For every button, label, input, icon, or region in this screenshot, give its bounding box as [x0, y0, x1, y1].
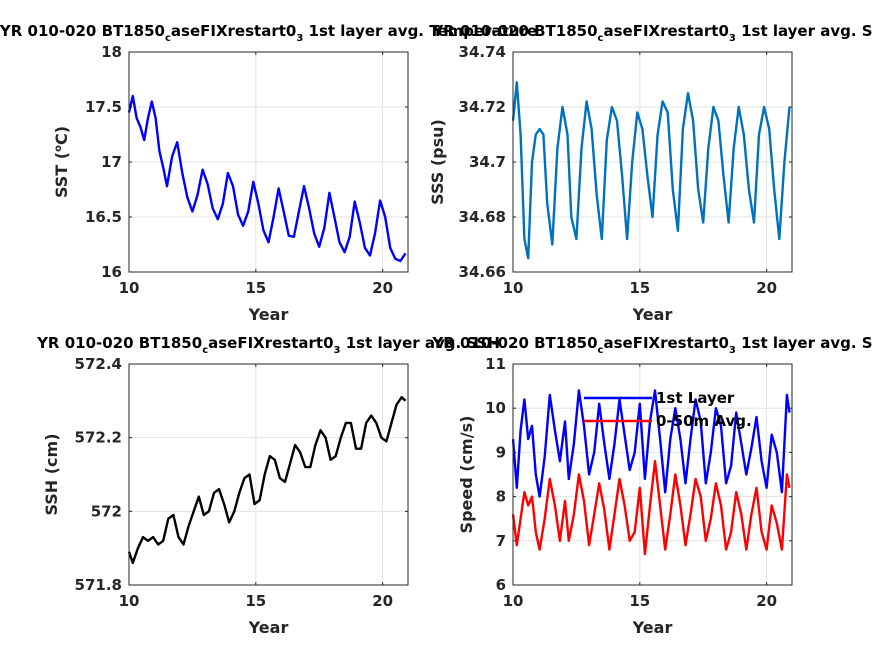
y-tick-label: 572.4: [75, 355, 122, 373]
x-axis-label: Year: [632, 305, 673, 324]
title-subscript: c: [165, 33, 171, 44]
title-subscript: 3: [296, 33, 303, 44]
legend-label: 1st Layer: [656, 389, 735, 407]
y-tick-label: 18: [101, 43, 122, 61]
x-tick-label: 20: [372, 592, 393, 610]
series-line-1: [127, 94, 407, 263]
x-tick-label: 10: [503, 279, 524, 297]
series-line-1: [511, 81, 791, 260]
x-tick-label: 15: [245, 592, 266, 610]
y-tick-label: 572.2: [75, 429, 122, 447]
y-tick-label: 572: [91, 502, 122, 520]
y-tick-label: 6: [496, 576, 506, 594]
chart-title: YR 010-020 BT1850caseFIXrestart03 1st la…: [431, 334, 872, 356]
title-part: YR 010-020 BT1850: [431, 334, 597, 352]
y-tick-label: 11: [485, 355, 506, 373]
x-tick-label: 10: [119, 279, 140, 297]
chart-panel-4: 10 15 20 6 7 8 9 10 11 Year Speed (cm/s) YR 010-020…: [431, 334, 872, 637]
axes-box: [512, 363, 793, 586]
x-tick-label: 10: [119, 592, 140, 610]
x-tick-label: 15: [629, 279, 650, 297]
chart-panel-3: 10 15 20 571.8 572 572.2 572.4 Year SSH (cm) YR 0…: [36, 334, 500, 637]
x-tick-label: 10: [503, 592, 524, 610]
title-part: YR 010-020 BT1850: [0, 22, 165, 40]
y-axis-label: SSS (psu): [428, 119, 447, 205]
y-tick-label: 34.74: [459, 43, 506, 61]
y-axis-label: SST (oC): [52, 126, 71, 198]
title-subscript: c: [598, 345, 604, 356]
y-label-part: SST (: [52, 152, 71, 198]
title-part: 1st layer avg. S: [736, 22, 873, 40]
y-tick-label: 34.66: [459, 263, 506, 281]
title-part: aseFIXrestart0: [603, 22, 728, 40]
chart-panel-1: 10 15 20 16 16.5 17 17.5 18 Year SST (oC) YR 010-0…: [0, 22, 537, 324]
series-line-1: [127, 396, 407, 565]
x-tick-label: 15: [629, 592, 650, 610]
title-subscript: c: [202, 345, 208, 356]
y-tick-label: 34.72: [459, 98, 506, 116]
legend: 1st Layer 0-50m Avg.: [584, 389, 752, 430]
axes-box: [512, 51, 793, 273]
y-axis-label: SSH (cm): [42, 433, 61, 515]
chart-title: YR 010-020 BT1850caseFIXrestart03 1st la…: [36, 334, 500, 356]
y-label-superscript: o: [53, 145, 64, 152]
series-line-1st-layer: [511, 389, 791, 498]
title-part: 1st layer avg. S: [736, 334, 873, 352]
title-subscript: 3: [334, 345, 341, 356]
chart-panel-2: 10 15 20 34.66 34.68 34.7 34.72 34.74 Year SSS (p…: [428, 22, 873, 324]
y-tick-label: 9: [496, 443, 506, 461]
x-tick-label: 20: [372, 279, 393, 297]
y-tick-label: 10: [485, 399, 506, 417]
y-axis-label: Speed (cm/s): [457, 416, 476, 534]
y-tick-label: 34.68: [459, 208, 506, 226]
x-tick-label: 15: [245, 279, 266, 297]
y-tick-label: 16: [101, 263, 122, 281]
y-tick-label: 571.8: [75, 576, 122, 594]
x-axis-label: Year: [632, 618, 673, 637]
title-part: YR 010-020 BT1850: [36, 334, 202, 352]
title-subscript: 3: [729, 33, 736, 44]
title-part: aseFIXrestart0: [208, 334, 333, 352]
title-part: aseFIXrestart0: [171, 22, 296, 40]
chart-title: YR 010-020 BT1850caseFIXrestart03 1st la…: [431, 22, 872, 44]
y-tick-label: 17.5: [85, 98, 122, 116]
title-part: 1st layer avg. Temperature: [303, 22, 537, 40]
title-part: aseFIXrestart0: [603, 334, 728, 352]
x-tick-label: 20: [756, 279, 777, 297]
plot-area: [129, 364, 408, 585]
y-tick-label: 17: [101, 153, 122, 171]
axes-box: [128, 363, 409, 586]
legend-label: 0-50m Avg.: [656, 412, 752, 430]
y-label-part: C): [52, 126, 71, 145]
title-part: 1st layer avg. SSH: [341, 334, 500, 352]
x-tick-label: 20: [756, 592, 777, 610]
title-subscript: 3: [729, 345, 736, 356]
axes-box: [128, 51, 409, 273]
y-tick-label: 34.7: [469, 153, 506, 171]
title-part: YR 010-020 BT1850: [431, 22, 597, 40]
x-axis-label: Year: [248, 305, 289, 324]
title-subscript: c: [598, 33, 604, 44]
x-axis-label: Year: [248, 618, 289, 637]
y-tick-label: 8: [496, 488, 506, 506]
y-tick-label: 7: [496, 532, 506, 550]
chart-title: YR 010-020 BT1850caseFIXrestart03 1st la…: [0, 22, 537, 44]
series-line-0-50m-avg-: [511, 460, 791, 556]
y-tick-label: 16.5: [85, 208, 122, 226]
